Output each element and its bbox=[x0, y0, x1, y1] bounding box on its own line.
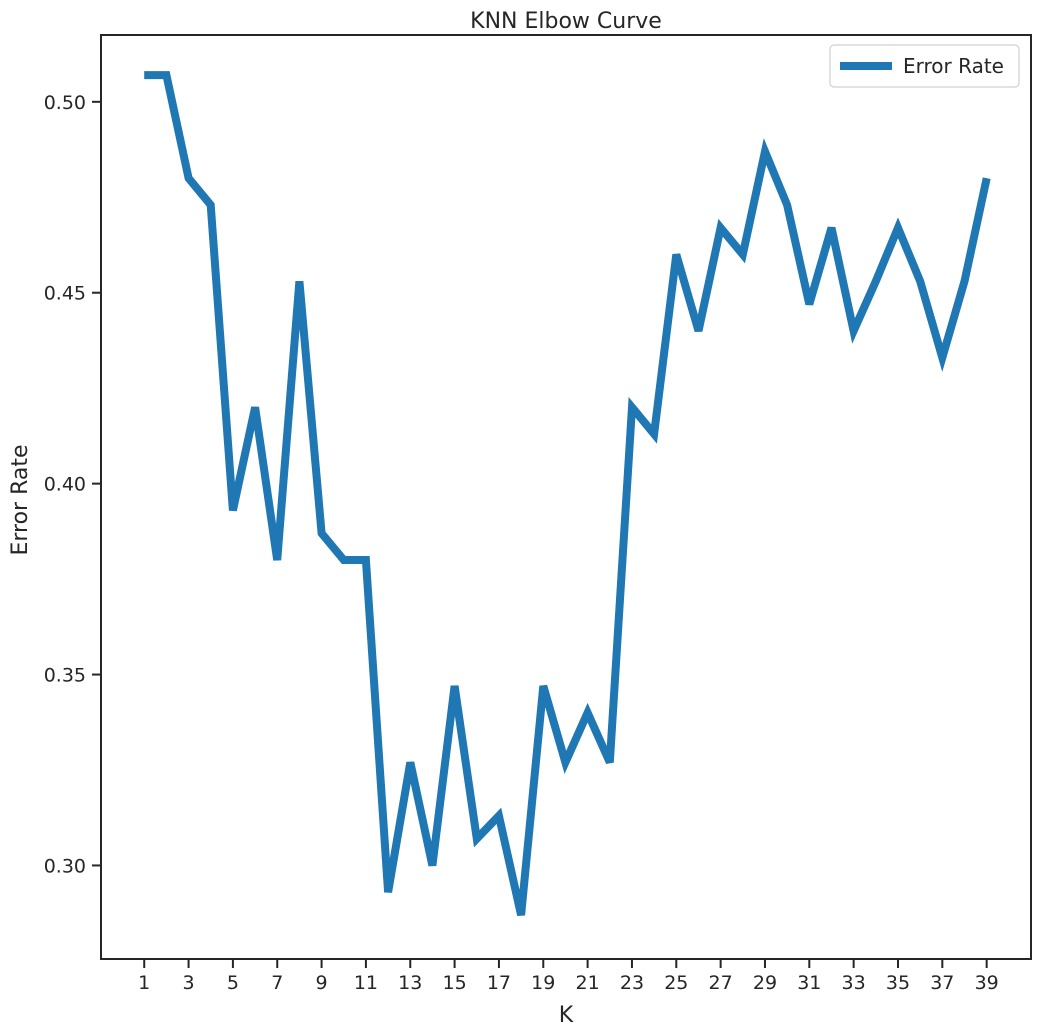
x-tick-label: 1 bbox=[138, 972, 150, 994]
x-tick-label: 39 bbox=[975, 972, 999, 994]
x-tick-label: 3 bbox=[183, 972, 195, 994]
x-tick-label: 13 bbox=[398, 972, 422, 994]
x-axis: 1 3 5 7 9 11 13 15 17 19 21 23 25 27 29 31 33 35 37 39 bbox=[138, 959, 999, 994]
legend-box bbox=[829, 44, 1020, 88]
series-line-error-rate bbox=[144, 71, 991, 916]
x-tick-label: 33 bbox=[842, 972, 866, 994]
plot-area bbox=[144, 71, 991, 916]
x-tick-label: 15 bbox=[443, 972, 467, 994]
x-tick-label: 25 bbox=[664, 972, 688, 994]
x-tick-label: 27 bbox=[709, 972, 733, 994]
x-tick-label: 29 bbox=[753, 972, 777, 994]
legend-label-error-rate: Error Rate bbox=[903, 54, 1004, 78]
x-tick-label: 37 bbox=[930, 972, 954, 994]
x-axis-label: K bbox=[559, 1003, 574, 1028]
legend: Error Rate bbox=[829, 44, 1020, 88]
x-tick-label: 23 bbox=[620, 972, 644, 994]
x-tick-label: 9 bbox=[316, 972, 328, 994]
chart-title: KNN Elbow Curve bbox=[470, 9, 662, 34]
x-tick-label: 19 bbox=[531, 972, 555, 994]
y-tick-label: 0.35 bbox=[44, 665, 86, 687]
x-tick-label: 35 bbox=[886, 972, 910, 994]
x-tick-label: 11 bbox=[354, 972, 378, 994]
y-tick-label: 0.45 bbox=[44, 283, 86, 305]
x-tick-label: 21 bbox=[576, 972, 600, 994]
y-tick-label: 0.30 bbox=[44, 855, 86, 877]
y-tick-label: 0.40 bbox=[44, 474, 86, 496]
y-tick-label: 0.50 bbox=[44, 92, 86, 114]
plot-frame bbox=[100, 34, 1032, 960]
x-tick-label: 31 bbox=[797, 972, 821, 994]
x-tick-label: 17 bbox=[487, 972, 511, 994]
y-axis-label: Error Rate bbox=[8, 444, 33, 555]
y-axis: 0.30 0.35 0.40 0.45 0.50 bbox=[44, 92, 101, 877]
x-tick-label: 7 bbox=[271, 972, 283, 994]
x-tick-label: 5 bbox=[227, 972, 239, 994]
